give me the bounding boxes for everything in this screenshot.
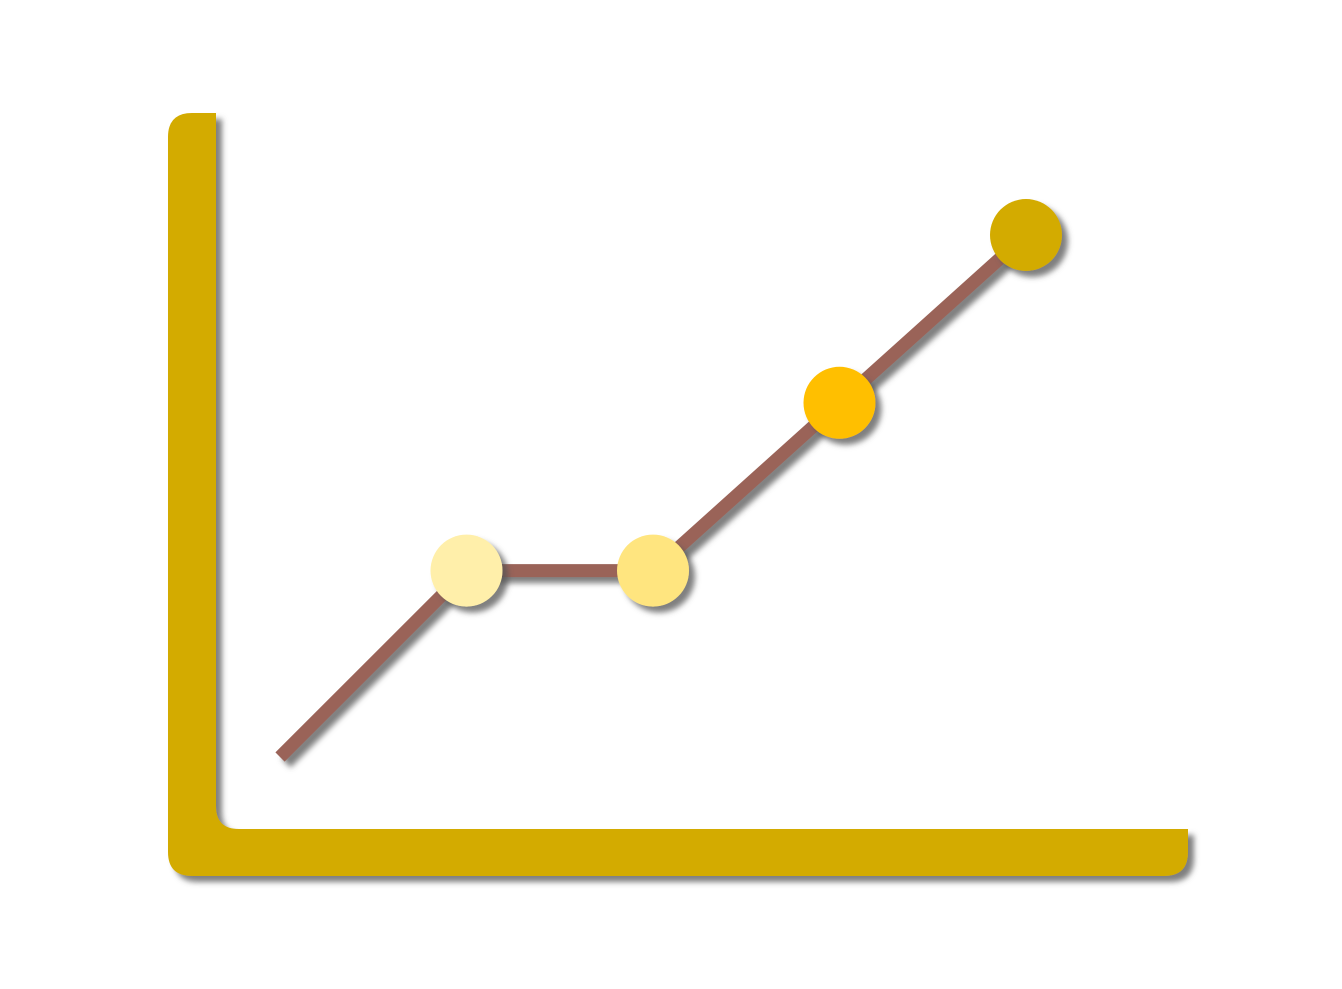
data-point-marker — [803, 366, 876, 439]
series-line-group — [275, 230, 1031, 762]
data-point-marker — [990, 199, 1062, 271]
series-line — [275, 230, 1031, 762]
data-point-marker — [430, 534, 503, 607]
series-marker-group — [430, 199, 1062, 607]
data-point-marker — [617, 534, 689, 607]
